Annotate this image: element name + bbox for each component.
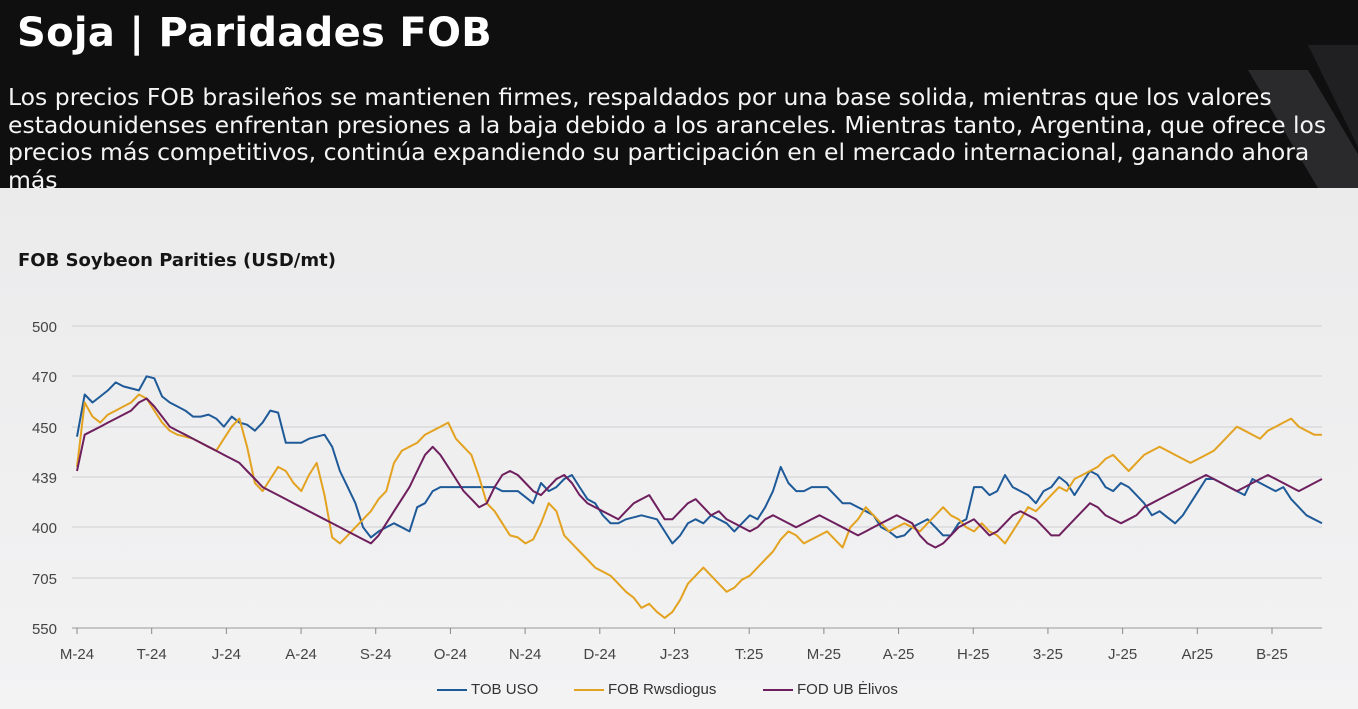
x-tick-label: O-24 <box>434 646 467 663</box>
x-tick-label: A-25 <box>883 646 915 663</box>
x-tick-label: M-24 <box>60 646 94 663</box>
legend-label: FOD UB Ėlivos <box>797 681 898 698</box>
x-tick-label: T:25 <box>735 646 763 663</box>
y-tick-label: 550 <box>32 621 57 638</box>
x-tick-label: J-24 <box>212 646 241 663</box>
series-line-1 <box>76 375 1323 545</box>
x-tick-label: B-25 <box>1256 646 1288 663</box>
series-line-2 <box>76 393 1322 619</box>
series-line-3 <box>76 397 1323 549</box>
page-title: Soja | Paridades FOB <box>17 10 493 56</box>
x-tick-label: J-23 <box>660 646 689 663</box>
legend-item: FOD UB Ėlivos <box>763 681 898 698</box>
chart-title: FOB Soybeon Parities (USD/mt) <box>18 250 336 271</box>
legend-item: TOB USO <box>437 681 538 698</box>
y-tick-label: 705 <box>32 571 57 588</box>
y-tick-label: 500 <box>32 319 57 336</box>
header-banner: Soja | Paridades FOB Los precios FOB bra… <box>0 0 1358 188</box>
legend-label: TOB USO <box>471 681 539 698</box>
y-tick-label: 439 <box>32 470 57 487</box>
x-tick-label: N-24 <box>509 646 542 663</box>
x-tick-label: A-24 <box>285 646 317 663</box>
chart-legend: TOB USO FOB Rwsdiogus FOD UB Ėlivos <box>0 681 1358 705</box>
x-tick-label: J-25 <box>1108 646 1137 663</box>
x-tick-label: 3-25 <box>1033 646 1063 663</box>
chevron-decoration-icon <box>1248 45 1358 188</box>
x-tick-label: T-24 <box>137 646 167 663</box>
legend-swatch <box>763 688 793 691</box>
legend-label: FOB Rwsdiogus <box>608 681 717 698</box>
x-tick-label: D-24 <box>584 646 617 663</box>
legend-item: FOB Rwsdiogus <box>574 681 716 698</box>
chart-panel <box>0 188 1358 709</box>
y-tick-label: 400 <box>32 520 57 537</box>
x-tick-label: S-24 <box>360 646 392 663</box>
x-tick-label: H-25 <box>957 646 990 663</box>
legend-swatch <box>574 688 604 691</box>
x-tick-label: Ar25 <box>1181 646 1213 663</box>
legend-swatch <box>437 688 467 691</box>
y-tick-label: 450 <box>32 420 57 437</box>
page-subtitle: Los precios FOB brasileños se mantienen … <box>8 83 1327 188</box>
x-tick-label: M-25 <box>807 646 841 663</box>
y-tick-label: 470 <box>32 369 57 386</box>
